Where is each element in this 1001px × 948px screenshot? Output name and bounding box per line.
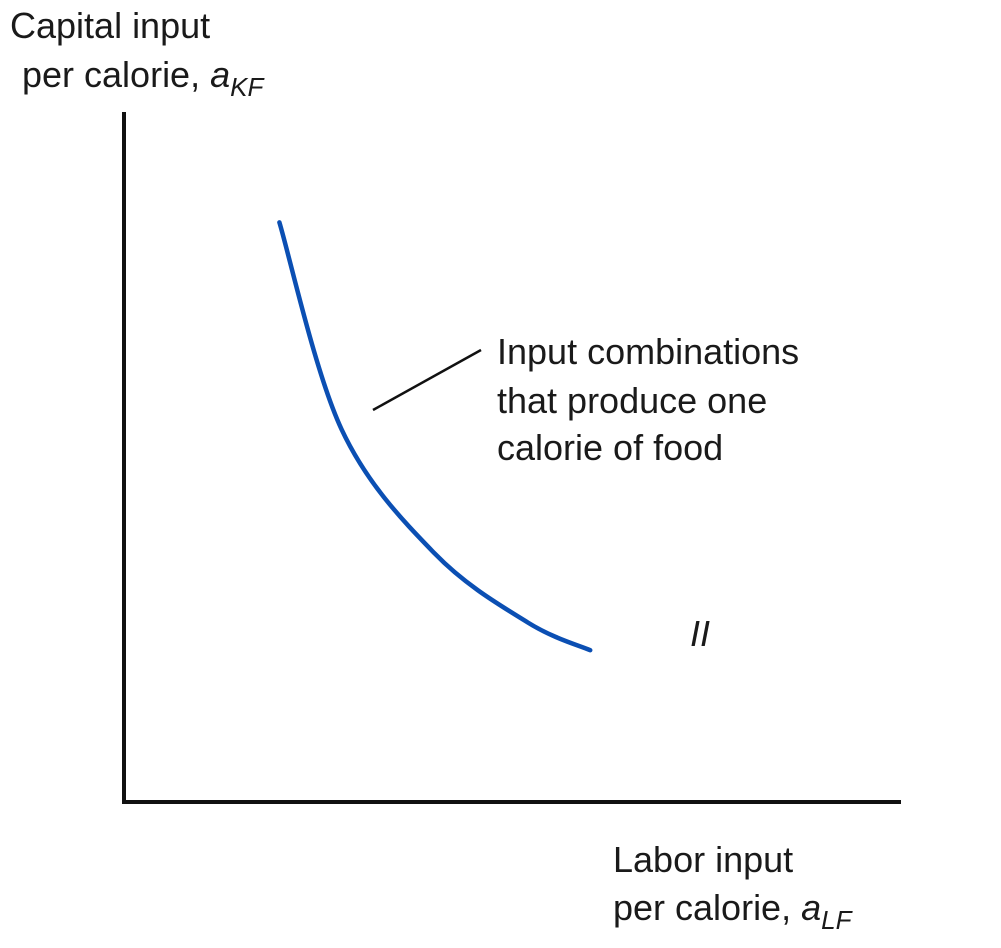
y-axis-label-line2: per calorie, aKF	[22, 53, 264, 102]
y-axis-variable: a	[210, 54, 231, 95]
annotation-line1: Input combinations	[497, 331, 800, 372]
x-axis-label-line1: Labor input	[613, 839, 794, 880]
annotation-leader-line	[372, 348, 482, 412]
x-axis-subscript: LF	[821, 905, 852, 935]
x-axis-label-prefix: per calorie,	[613, 887, 802, 928]
annotation-line2: that produce one	[497, 380, 768, 421]
y-axis-label-prefix: per calorie,	[22, 54, 211, 95]
isoquant-curve	[277, 220, 593, 653]
annotation-line3: calorie of food	[497, 427, 724, 468]
y-axis-label-line1: Capital input	[10, 5, 211, 46]
y-axis-subscript: KF	[230, 72, 264, 102]
curve-label: II	[690, 613, 711, 654]
x-axis-variable: a	[801, 887, 822, 928]
x-axis-label-line2: per calorie, aLF	[613, 886, 852, 935]
